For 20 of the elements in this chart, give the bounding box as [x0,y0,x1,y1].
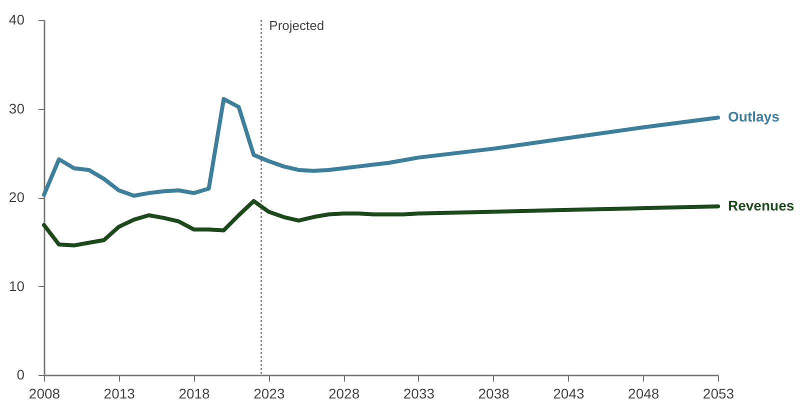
series-label: Revenues [728,197,794,214]
ref-line-label: Projected [269,18,324,33]
x-tick-label: 2028 [328,386,360,402]
y-tick-label: 20 [8,189,25,205]
x-tick-label: 2013 [104,386,136,402]
series-label: Outlays [728,108,780,125]
y-tick-label: 10 [8,278,25,294]
y-tick-label: 30 [8,100,25,116]
x-tick-label: 2048 [628,386,660,402]
x-tick-label: 2043 [553,386,585,402]
x-tick-label: 2053 [702,386,734,402]
x-tick-label: 2018 [178,386,210,402]
y-tick-label: 0 [16,366,25,382]
x-tick-label: 2023 [254,386,285,402]
x-tick-label: 2033 [403,386,435,402]
y-tick-label: 40 [8,12,25,28]
line-series [42,199,720,248]
line-series [42,96,720,198]
x-tick-label: 2008 [28,386,60,402]
x-tick-label: 2038 [478,386,510,402]
